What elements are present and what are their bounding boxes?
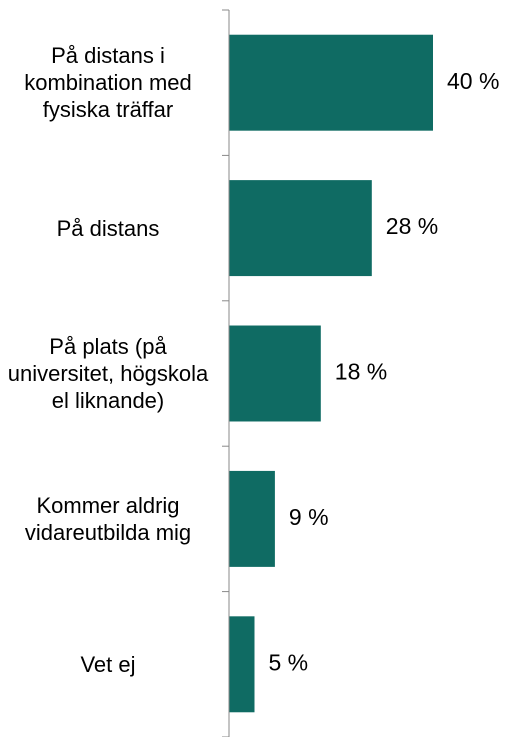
bar	[229, 325, 321, 422]
value-label: 18 %	[335, 359, 387, 385]
bar	[229, 470, 275, 567]
bar	[229, 616, 255, 713]
value-label: 5 %	[269, 649, 309, 675]
bar	[229, 34, 433, 131]
category-label: Vet ej	[80, 651, 136, 677]
category-label: På distans	[56, 215, 160, 241]
category-label: På plats (på universitet, högskola el li…	[7, 333, 209, 413]
value-label: 9 %	[289, 504, 329, 530]
value-label: 40 %	[447, 68, 499, 94]
value-label: 28 %	[386, 213, 438, 239]
bar	[229, 180, 372, 277]
category-label: Kommer aldrig vidareutbilda mig	[24, 492, 192, 545]
category-label: På distans i kombination med fysiska trä…	[24, 43, 192, 123]
